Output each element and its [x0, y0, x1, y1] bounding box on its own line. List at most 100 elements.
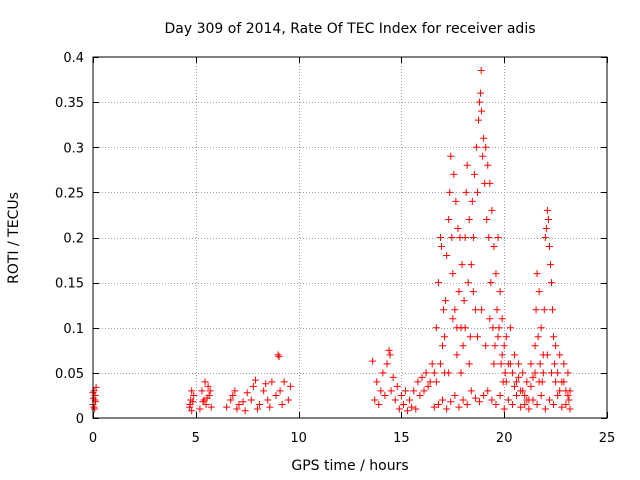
grid-lines: [93, 57, 607, 418]
data-point: [229, 391, 237, 399]
data-point: [369, 357, 377, 365]
data-point: [502, 378, 510, 386]
data-point: [447, 152, 455, 160]
data-point: [494, 234, 502, 241]
data-point: [531, 369, 539, 377]
data-point: [546, 261, 554, 269]
data-point: [451, 391, 459, 399]
data-point: [521, 400, 529, 408]
data-point: [418, 373, 426, 381]
data-point: [266, 403, 274, 411]
data-point: [446, 188, 454, 196]
data-point: [241, 407, 249, 415]
data-point: [437, 243, 445, 251]
x-tick-label: 25: [599, 431, 616, 446]
data-point: [537, 324, 545, 332]
data-point: [424, 382, 432, 390]
data-point: [510, 382, 518, 390]
data-point: [203, 394, 211, 402]
data-point: [389, 373, 397, 381]
data-point: [532, 306, 540, 314]
data-point: [465, 215, 473, 223]
data-point: [412, 405, 420, 413]
data-point: [436, 360, 444, 368]
data-point: [562, 400, 570, 408]
data-point: [535, 378, 543, 386]
data-point: [500, 342, 508, 350]
data-point: [545, 396, 553, 404]
data-point: [459, 396, 467, 404]
data-point: [519, 369, 527, 377]
data-point: [416, 391, 424, 399]
data-point: [493, 306, 501, 314]
data-point: [432, 378, 440, 386]
data-point: [393, 382, 401, 390]
data-point: [451, 306, 459, 314]
data-point: [457, 369, 465, 377]
data-point: [476, 398, 484, 406]
data-point: [513, 391, 521, 399]
data-point: [280, 378, 288, 386]
data-point: [544, 215, 552, 223]
data-point: [535, 288, 543, 296]
data-point: [449, 315, 457, 323]
data-point: [188, 387, 196, 395]
data-point: [487, 279, 495, 287]
data-point: [381, 391, 389, 399]
data-point: [497, 360, 505, 368]
data-point: [542, 224, 550, 232]
data-point: [547, 279, 555, 287]
data-point: [534, 333, 542, 341]
data-point: [494, 333, 502, 341]
data-point: [206, 387, 214, 395]
data-point: [558, 403, 566, 411]
data-point: [565, 396, 573, 404]
data-point: [496, 391, 504, 399]
data-point: [506, 360, 514, 368]
data-point: [379, 369, 387, 377]
data-point: [440, 306, 448, 314]
data-point: [468, 197, 476, 205]
data-point: [253, 405, 261, 413]
y-axis-ticks: 0 0.05 0.1 0.15 0.2 0.25 0.3 0.35 0.4: [55, 51, 607, 427]
data-point: [547, 369, 555, 377]
data-point: [566, 405, 574, 413]
data-point: [410, 387, 418, 395]
data-point: [386, 351, 394, 359]
data-point: [504, 396, 512, 404]
data-point: [519, 387, 527, 395]
data-point: [395, 405, 403, 413]
y-tick-label: 0.4: [63, 51, 84, 66]
data-point: [488, 396, 496, 404]
data-point: [533, 400, 541, 408]
data-point: [186, 400, 194, 408]
data-point: [256, 400, 264, 408]
data-point: [450, 170, 458, 178]
data-point: [539, 369, 547, 377]
data-point: [408, 403, 416, 411]
data-point: [268, 378, 276, 386]
data-point: [489, 324, 497, 332]
y-tick-label: 0.15: [55, 277, 84, 292]
data-point: [391, 396, 399, 404]
data-point: [470, 170, 478, 178]
plot-frame: [92, 56, 608, 419]
data-point: [207, 403, 215, 411]
data-point: [454, 224, 462, 232]
data-point: [471, 394, 479, 402]
data-point: [498, 351, 506, 359]
data-point: [198, 387, 206, 395]
data-point: [556, 387, 564, 395]
data-point: [467, 261, 475, 269]
x-tick-label: 5: [192, 431, 200, 446]
data-point: [485, 234, 493, 241]
data-point: [260, 387, 268, 395]
data-point: [439, 342, 447, 350]
data-point: [500, 405, 508, 413]
data-point: [527, 360, 535, 368]
data-point: [284, 396, 292, 404]
data-point: [486, 315, 494, 323]
data-point: [463, 161, 471, 169]
data-point: [434, 279, 442, 287]
